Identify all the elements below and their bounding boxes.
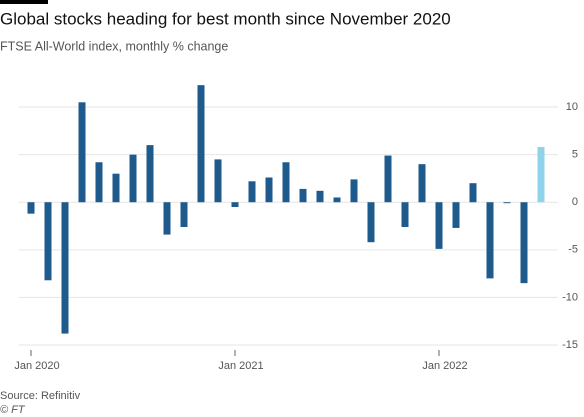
bar (265, 177, 273, 203)
x-tick-label: Jan 2022 (422, 360, 467, 372)
chart-subtitle: FTSE All-World index, monthly % change (0, 39, 228, 53)
credit: © FT (0, 404, 26, 416)
x-tick-label: Jan 2021 (218, 360, 263, 372)
bar (197, 85, 205, 203)
bar (316, 190, 324, 203)
y-tick-label: -5 (568, 244, 578, 256)
bar (163, 202, 171, 235)
bar (299, 188, 307, 203)
y-tick-label: 10 (566, 101, 578, 113)
bar (214, 159, 222, 203)
bar (231, 202, 239, 207)
bar (61, 202, 69, 334)
source: Source: Refinitiv (0, 390, 81, 402)
bar (44, 202, 52, 281)
brand-bar (0, 0, 48, 4)
bar (180, 202, 188, 227)
bar (282, 162, 290, 203)
bar (333, 197, 341, 203)
bar (367, 202, 375, 243)
chart-title: Global stocks heading for best month sin… (0, 9, 451, 28)
y-tick-label: 5 (572, 149, 578, 161)
bar (350, 179, 358, 203)
bar (129, 154, 137, 203)
bar (503, 202, 511, 204)
bar (418, 164, 426, 203)
bar (112, 173, 120, 203)
bar (95, 162, 103, 203)
bar (146, 145, 154, 203)
y-tick-label: 0 (572, 196, 578, 208)
y-tick-label: -10 (562, 291, 578, 303)
x-tick-label: Jan 2020 (14, 360, 59, 372)
bar (435, 202, 443, 249)
bar (384, 155, 392, 203)
bar (401, 202, 409, 227)
bar (486, 202, 494, 279)
bar (27, 202, 35, 214)
y-tick-label: -15 (562, 339, 578, 351)
bar (520, 202, 528, 284)
bar (469, 183, 477, 203)
bar (248, 181, 256, 203)
bar (78, 102, 86, 203)
bar (452, 202, 460, 228)
bar (537, 147, 545, 203)
